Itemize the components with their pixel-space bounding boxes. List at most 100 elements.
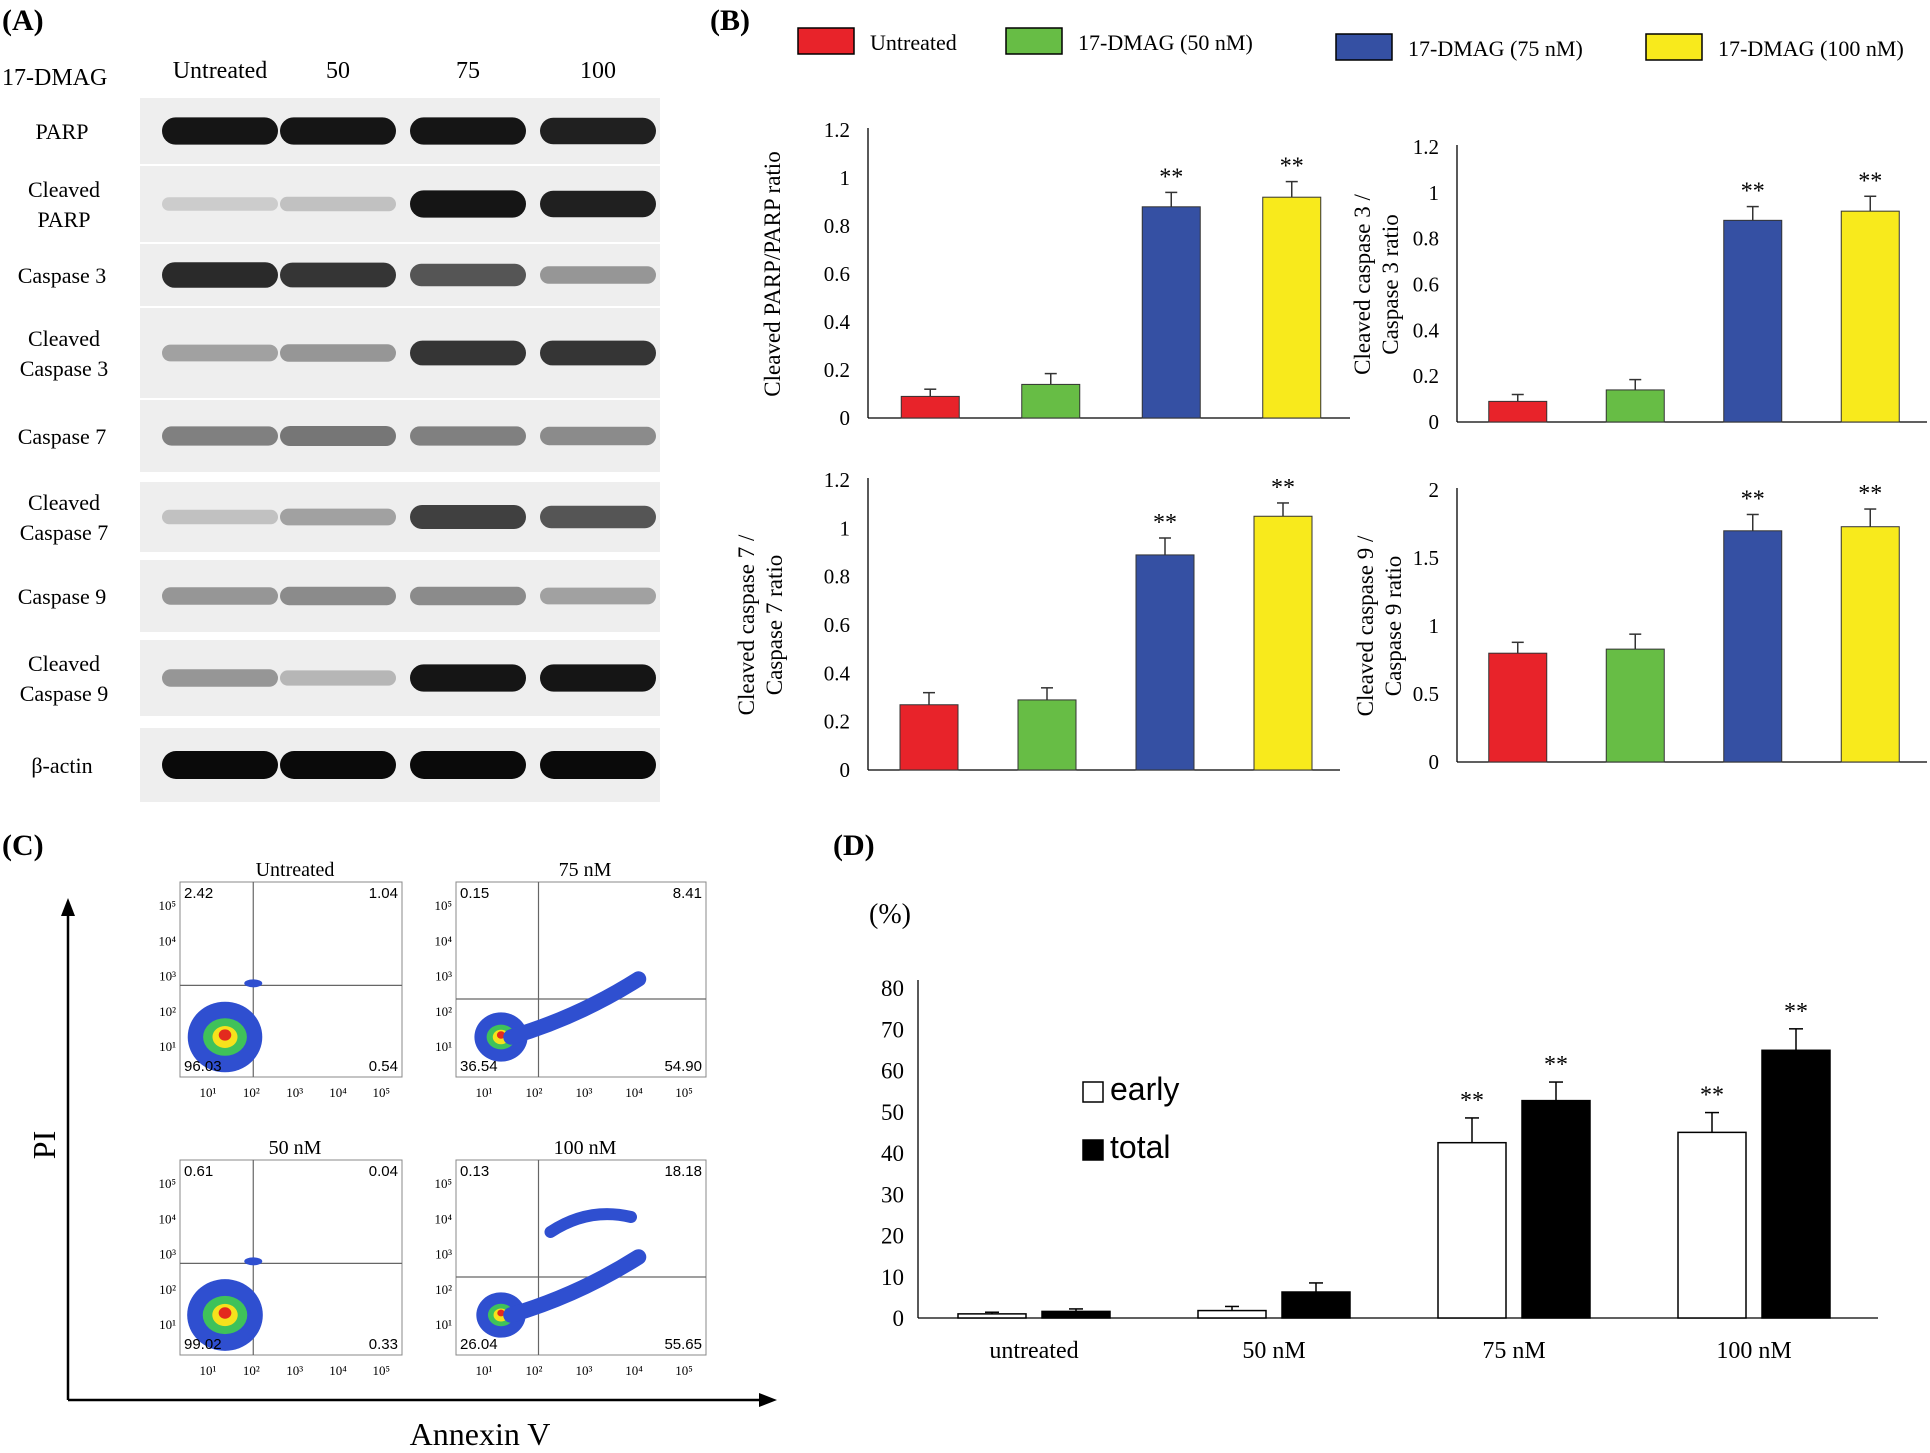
blot-band [410,664,526,692]
blot-band [162,587,278,605]
y-tick-label: 0 [840,406,851,430]
x-tick-label: 10¹ [476,1085,493,1100]
y-tick-label: 60 [881,1059,904,1084]
legend-label: 17-DMAG (75 nM) [1408,36,1583,61]
flow-plot: Untreated 2.42 1.04 96.03 0.54 10¹ 10¹ 10² 10² 10… [158,859,403,1100]
x-tick-label: 10¹ [200,1363,217,1378]
y-tick-label: 10⁴ [158,933,176,948]
blot-band [280,586,396,606]
bar [899,704,959,771]
legend-entry: 17-DMAG (100 nM) [1645,33,1904,61]
flow-plot-title: 75 nM [559,859,612,881]
bar-total [1281,1291,1351,1319]
blot-label: PARP [35,119,88,144]
quadrant-value-upper-left: 0.13 [460,1163,489,1180]
bar-early [1197,1309,1267,1319]
y-tick-label: 20 [881,1224,904,1249]
blot-row: Cleaved Caspase 3 [20,308,660,398]
y-tick-label: 10⁵ [158,898,176,913]
blot-row: PARP [35,98,660,164]
blot-band [410,117,526,145]
y-tick-label: 0.4 [1413,318,1440,342]
x-axis-label-annexin: Annexin V [410,1416,551,1452]
blot-band [280,426,396,446]
chart-B1: 0 0.2 0.4 0.6 0.8 1 1.2 Cleaved PARP/PARP ratio… [760,118,1350,430]
blot-band [280,262,396,288]
y-axis-label-pi: PI [26,1131,62,1159]
blot-row: Caspase 9 [18,560,660,632]
blot-band [162,117,278,145]
blot-label: Caspase 7 [18,424,107,449]
y-tick-label: 0.4 [824,661,851,685]
significance-marker: ** [1741,179,1765,205]
quadrant-value-lower-right: 0.33 [369,1336,398,1353]
flow-cytometry-figure: (C) PI Annexin V Untreated 2.42 1.04 96.03 0… [2,829,777,1452]
legend-swatch [1082,1139,1104,1161]
blot-band [540,117,656,145]
quadrant-value-upper-right: 18.18 [664,1163,702,1180]
y-tick-label: 0.2 [824,710,850,734]
blot-band [540,751,656,779]
y-tick-label: 10⁵ [434,1176,452,1191]
y-tick-label: 0.8 [824,214,850,238]
flow-plot: 75 nM 0.15 8.41 36.54 54.90 10¹ 10¹ 10² 10² 10³ 10… [434,859,707,1100]
significance-marker: ** [1159,164,1183,190]
x-tick-label: 10¹ [476,1363,493,1378]
y-tick-label: 0.6 [824,262,850,286]
y-tick-label: 2 [1429,478,1440,502]
x-tick-label: 10⁴ [625,1085,643,1100]
blot-label: Caspase 9 [18,584,107,609]
y-axis-label: Cleaved caspase 7 / [734,534,759,715]
quadrant-value-lower-right: 54.90 [664,1058,702,1075]
y-tick-label: 10³ [159,1247,176,1262]
blot-band [280,344,396,362]
y-axis-label: Caspase 7 ratio [762,555,787,696]
blot-band [162,262,278,288]
blot-band [410,505,526,529]
y-tick-label: 30 [881,1182,904,1207]
blot-band [410,586,526,606]
y-tick-label: 0 [1429,750,1440,774]
panel-c-label: (C) [2,829,44,862]
quadrant-value-lower-right: 0.54 [369,1058,398,1075]
population-density [496,1031,506,1039]
x-tick-label: 10¹ [200,1085,217,1100]
significance-marker: ** [1858,481,1882,507]
blot-row: Cleaved PARP [28,166,660,242]
blot-label: Cleaved [28,490,100,515]
blot-band [410,190,526,218]
panel-a: (A) 17-DMAG Untreated 50 75 100 PARP Cleaved… [0,0,670,820]
bar [1723,530,1783,763]
blot-label: Cleaved [28,651,100,676]
blot-band [540,587,656,605]
blot-band [410,340,526,366]
legend-swatch [1005,27,1063,55]
y-tick-label: 1.5 [1413,546,1439,570]
y-tick-label: 10⁴ [434,1211,452,1226]
panel-d: (D) (%) 0 10 20 30 40 50 60 70 80 untreated 50 nM 75… [790,820,1930,1453]
x-tick-label: 75 nM [1482,1338,1545,1364]
bar [1253,515,1313,771]
population-lower-right [503,1249,647,1323]
blot-band [162,669,278,687]
legend-entry: 17-DMAG (50 nM) [1005,27,1253,55]
significance-marker: ** [1153,510,1177,536]
blot-row: β-actin [31,728,660,802]
x-tick-label: 10³ [286,1363,303,1378]
bar [1488,400,1548,423]
quadrant-value-upper-right: 1.04 [369,885,398,902]
quadrant-value-upper-left: 0.15 [460,885,489,902]
y-tick-label: 0.6 [824,613,850,637]
y-tick-label: 1.2 [824,118,850,142]
pi-axis-arrowhead [61,898,75,916]
y-axis-label: (%) [869,899,911,930]
chart-B4: 0 0.5 1 1.5 2 Cleaved caspase 9 /Caspase 9 ra… [1353,478,1927,774]
x-tick-label: 100 nM [1716,1338,1791,1364]
bar [1723,219,1783,423]
x-tick-label: 10⁵ [675,1363,693,1378]
y-tick-label: 1.2 [824,468,850,492]
significance-marker: ** [1741,486,1765,512]
bar [1840,210,1900,423]
quadrant-value-lower-left: 99.02 [184,1336,222,1353]
panel-b: (B) Untreated 17-DMAG (50 nM) 17-DMAG (75 … [670,0,1930,820]
